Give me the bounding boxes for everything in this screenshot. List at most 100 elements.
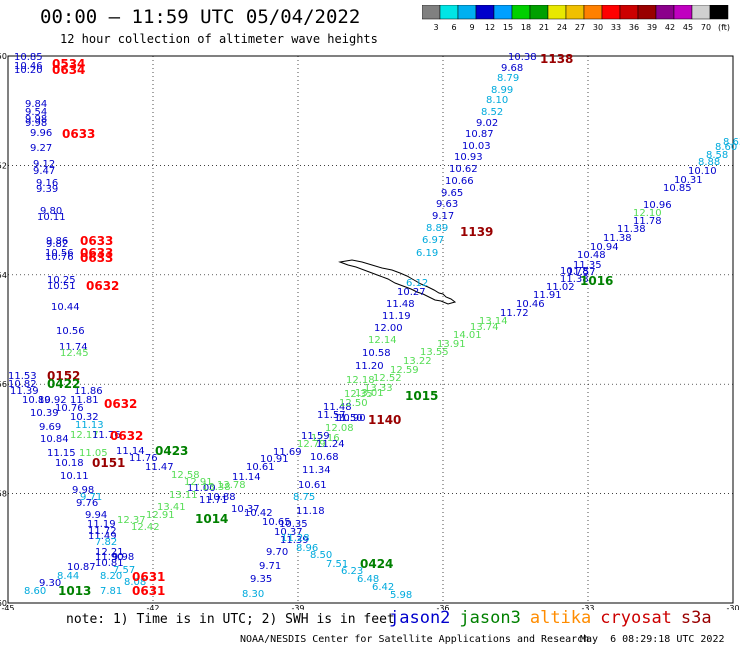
satellite-legend-s3a: s3a bbox=[680, 608, 712, 628]
wave-height-value: 12.79 bbox=[297, 439, 326, 450]
map-border bbox=[7, 55, 734, 604]
pass-time-label: 1015 bbox=[405, 389, 438, 403]
wave-height-value: 10.93 bbox=[454, 152, 483, 163]
satellite-legend-jason3: jason3 bbox=[459, 608, 521, 628]
wave-height-value: 9.82 bbox=[46, 239, 68, 250]
wave-height-value: 11.28 bbox=[281, 533, 310, 544]
wave-height-value: 12.45 bbox=[60, 348, 89, 359]
pass-time-label: 0631 bbox=[132, 584, 165, 598]
wave-height-value: 9.84 bbox=[25, 99, 47, 110]
color-scale-label: 70 bbox=[701, 23, 711, 32]
latitude-tick-label: -54 bbox=[0, 271, 7, 280]
wave-height-value: 10.51 bbox=[47, 281, 76, 292]
color-scale-label: 39 bbox=[647, 23, 657, 32]
wave-height-value: 10.58 bbox=[362, 348, 391, 359]
wave-height-value: 10.27 bbox=[397, 287, 426, 298]
wave-height-value: 10.61 bbox=[298, 480, 327, 491]
color-scale-label: 42 bbox=[665, 23, 675, 32]
south-georgia-island bbox=[338, 259, 457, 305]
wave-height-value: 13.33 bbox=[364, 383, 393, 394]
wave-height-value: 10.66 bbox=[445, 176, 474, 187]
wave-height-value: 11.49 bbox=[88, 531, 117, 542]
latitude-tick-label: -60 bbox=[0, 599, 7, 608]
latitude-tick-label: -50 bbox=[0, 52, 7, 61]
wave-height-value: 10.56 bbox=[45, 248, 74, 259]
wave-height-value: 11.05 bbox=[79, 448, 108, 459]
color-scale-label: 30 bbox=[593, 23, 603, 32]
wave-height-value: 11.39 bbox=[280, 535, 309, 546]
wave-height-value: 9.12 bbox=[33, 159, 55, 170]
wave-height-value: 13.55 bbox=[420, 347, 449, 358]
wave-height-value: 11.59 bbox=[301, 431, 330, 442]
wave-height-value: 10.39 bbox=[30, 408, 59, 419]
wave-height-value: 9.16 bbox=[36, 178, 58, 189]
pass-time-label: 0632 bbox=[110, 429, 143, 443]
wave-height-value: 13.22 bbox=[403, 356, 432, 367]
wave-height-value: 9.30 bbox=[39, 578, 61, 589]
wave-height-value: 8.30 bbox=[242, 589, 264, 600]
color-scale-label: 18 bbox=[521, 23, 531, 32]
wave-height-value: 9.54 bbox=[25, 107, 47, 118]
wave-height-value: 10.25 bbox=[47, 275, 76, 286]
wave-height-value: 9.65 bbox=[441, 188, 463, 199]
wave-height-value: 13.38 bbox=[202, 482, 231, 493]
wave-height-value: 11.48 bbox=[323, 402, 352, 413]
longitude-tick-label: -42 bbox=[146, 604, 159, 610]
wave-height-value: 8.63 bbox=[723, 137, 740, 148]
wave-height-value: 7.51 bbox=[326, 559, 348, 570]
wave-height-value: 11.72 bbox=[88, 526, 117, 537]
wave-height-value: 10.46 bbox=[14, 61, 43, 72]
color-scale-label: 12 bbox=[485, 23, 495, 32]
wave-height-value: 11.53 bbox=[8, 371, 37, 382]
wave-height-value: 10.91 bbox=[260, 454, 289, 465]
wave-height-value: 10.10 bbox=[688, 166, 717, 177]
wave-height-value: 13.11 bbox=[169, 490, 198, 501]
footer-timestamp: May 6 08:29:18 UTC 2022 bbox=[580, 634, 725, 645]
wave-height-value: 13.78 bbox=[217, 480, 246, 491]
wave-height-value: 6.19 bbox=[416, 248, 438, 259]
color-scale-label: 15 bbox=[503, 23, 513, 32]
pass-time-label: 0633 bbox=[62, 127, 95, 141]
wave-height-value: 11.76 bbox=[92, 430, 121, 441]
wave-height-value: 11.91 bbox=[533, 290, 562, 301]
wave-height-value: 5.98 bbox=[390, 590, 412, 601]
map-subtitle: 12 hour collection of altimeter wave hei… bbox=[60, 32, 378, 46]
pass-time-label: 0632 bbox=[86, 279, 119, 293]
wave-height-value: 12.59 bbox=[390, 365, 419, 376]
color-scale-label: 27 bbox=[575, 23, 585, 32]
satellite-legend-jason2: jason2 bbox=[389, 608, 451, 628]
wave-height-value: 9.94 bbox=[85, 510, 107, 521]
wave-height-value: 11.50 bbox=[334, 413, 363, 424]
wave-height-value: 10.87 bbox=[465, 129, 494, 140]
wave-height-value: 6.23 bbox=[341, 566, 363, 577]
wave-height-value: 11.19 bbox=[382, 311, 411, 322]
wave-height-value: 7.57 bbox=[113, 565, 135, 576]
wave-height-value: 14.01 bbox=[453, 330, 482, 341]
latitude-tick-label: -58 bbox=[0, 490, 7, 499]
pass-time-label: 1016 bbox=[580, 274, 613, 288]
wave-height-value: 10.92 bbox=[38, 395, 67, 406]
wave-height-value: 9.71 bbox=[259, 561, 281, 572]
wave-height-value: 9.80 bbox=[40, 206, 62, 217]
wave-height-value: 12.18 bbox=[346, 375, 375, 386]
wave-height-value: 11.39 bbox=[10, 386, 39, 397]
wave-height-value: 13.41 bbox=[157, 502, 186, 513]
color-scale-label: 33 bbox=[611, 23, 621, 32]
wave-height-value: 9.68 bbox=[501, 63, 523, 74]
wave-height-value: 12.35 bbox=[344, 389, 373, 400]
island-coastline bbox=[338, 259, 457, 305]
color-scale-label: 9 bbox=[469, 23, 474, 32]
pass-time-label: 0424 bbox=[360, 557, 393, 571]
satellite-legend: jason2 jason3 altika cryosat s3a bbox=[389, 608, 721, 628]
wave-height-value: 9.76 bbox=[76, 498, 98, 509]
wave-height-value: 12.14 bbox=[368, 335, 397, 346]
wave-height-value: 10.20 bbox=[14, 65, 43, 76]
color-scale-label: 45 bbox=[683, 23, 693, 32]
wave-height-value: 9.98 bbox=[25, 114, 47, 125]
wave-height-value: 10.11 bbox=[60, 471, 89, 482]
wave-height-value: 9.02 bbox=[476, 118, 498, 129]
pass-time-label: 0422 bbox=[47, 377, 80, 391]
wave-height-value: 12.00 bbox=[374, 323, 403, 334]
wave-height-value: 11.14 bbox=[116, 446, 145, 457]
wave-height-value: 9.69 bbox=[39, 422, 61, 433]
